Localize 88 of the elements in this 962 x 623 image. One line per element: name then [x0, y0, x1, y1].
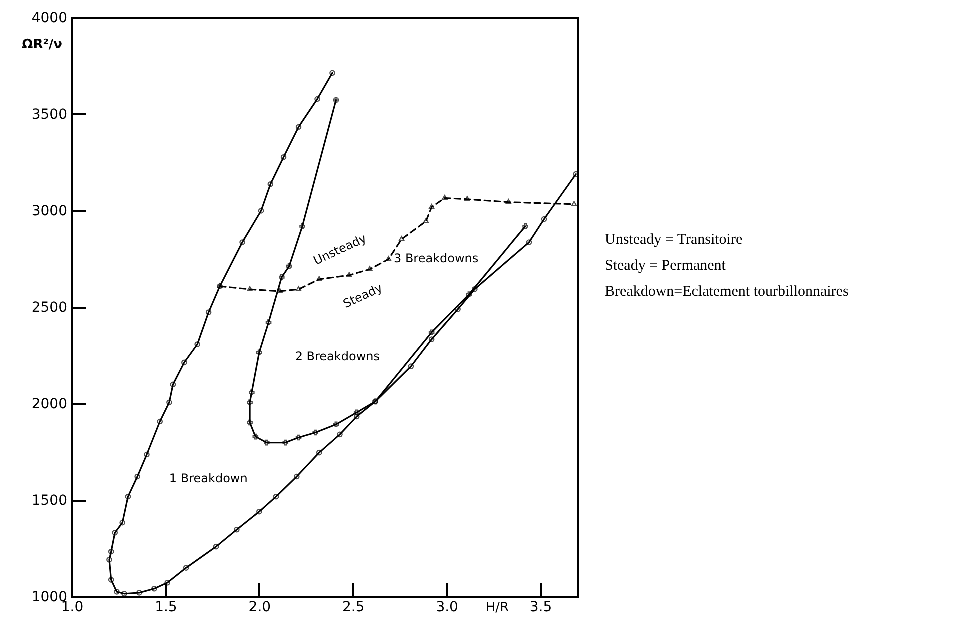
y-tick-label: 3000 [32, 204, 68, 220]
text: Steady = Permanent [605, 258, 727, 275]
point [526, 240, 532, 246]
point [234, 526, 240, 533]
point [286, 263, 292, 270]
point [125, 494, 132, 500]
x-axis-title: H/R [486, 600, 510, 616]
point [367, 266, 373, 272]
point [182, 360, 188, 366]
y-tick-label: 2000 [32, 396, 68, 412]
x-tick-label: 1.5 [155, 600, 178, 616]
point [249, 390, 255, 396]
point [296, 124, 302, 130]
point [252, 434, 259, 440]
point [206, 310, 212, 316]
point [112, 530, 118, 536]
point [346, 272, 352, 278]
point [571, 201, 578, 206]
point [354, 414, 360, 420]
point [280, 154, 287, 160]
point [268, 181, 274, 188]
point [183, 565, 190, 571]
point [408, 364, 414, 370]
x-tick-label: 3.0 [436, 600, 458, 616]
point [164, 580, 170, 586]
point [316, 450, 322, 456]
y-tick-label: 4000 [32, 10, 68, 26]
point [316, 276, 322, 282]
point [506, 199, 512, 204]
point [296, 286, 302, 292]
point [442, 195, 448, 200]
point [247, 420, 253, 426]
point [398, 236, 405, 242]
point [354, 410, 360, 416]
annotation: 2 Breakdowns [295, 350, 380, 364]
point [428, 336, 435, 342]
x-tick-label: 2.0 [248, 600, 272, 616]
point [386, 256, 392, 262]
point [264, 440, 270, 446]
point [333, 422, 340, 428]
point [213, 544, 220, 550]
point [428, 330, 435, 336]
text: Unsteady = Transitoire [605, 232, 744, 249]
point [541, 216, 548, 222]
point [170, 382, 176, 388]
point [240, 240, 246, 246]
point [279, 274, 285, 280]
point [152, 586, 158, 592]
point [144, 452, 150, 458]
point [266, 320, 272, 326]
point [296, 434, 302, 441]
point [108, 548, 114, 555]
point [333, 97, 340, 104]
x-tick-label: 3.5 [530, 600, 552, 616]
point [464, 196, 470, 202]
point [247, 286, 253, 292]
point [106, 557, 112, 563]
y-axis-title: ΩR²/ν [22, 38, 63, 52]
point [108, 577, 114, 583]
point [194, 342, 200, 348]
point [120, 520, 126, 526]
point [136, 590, 142, 596]
point [273, 494, 280, 500]
point [428, 204, 435, 210]
point [157, 418, 163, 425]
x-tick-label: 2.5 [342, 600, 365, 616]
point [166, 400, 172, 406]
point [312, 430, 319, 436]
y-tick-label: 3500 [32, 107, 68, 123]
point [247, 400, 253, 406]
text: Breakdown=Eclatement tourbillonnaires [605, 284, 849, 301]
point [256, 508, 262, 515]
y-tick-label: 2500 [32, 300, 68, 316]
point [522, 224, 528, 230]
y-tick-label: 1500 [32, 493, 68, 509]
annotation: 3 Breakdowns [394, 251, 479, 266]
point [256, 350, 262, 356]
point [314, 96, 320, 102]
point [337, 432, 343, 438]
point [282, 440, 289, 446]
point [423, 218, 430, 224]
point [466, 292, 472, 298]
point [300, 224, 306, 230]
point [258, 208, 264, 214]
point [134, 474, 140, 480]
point [114, 589, 120, 595]
annotation: 1 Breakdown [169, 471, 248, 486]
point [294, 474, 300, 480]
